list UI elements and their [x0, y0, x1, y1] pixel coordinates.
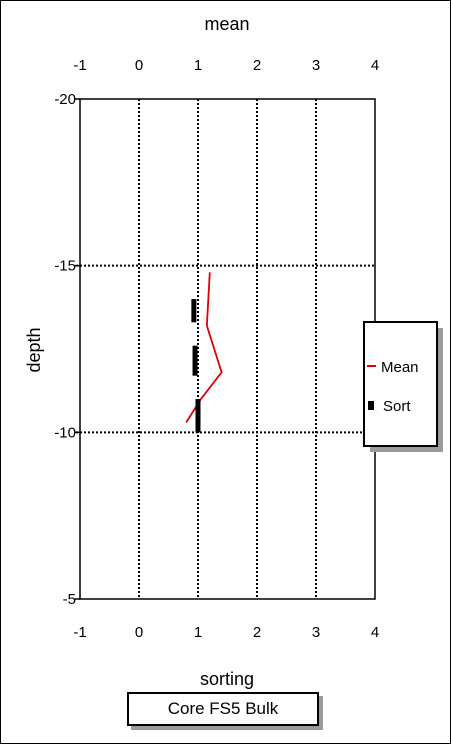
top-axis-title: mean [204, 14, 249, 34]
y-tick-label: -5 [63, 591, 76, 608]
y-tick-label: -10 [54, 424, 76, 441]
x-bottom-tick-label: 1 [194, 624, 202, 641]
x-top-tick-label: 1 [194, 57, 202, 74]
caption-box: Core FS5 Bulk [127, 692, 319, 726]
legend-sort-swatch [368, 401, 374, 410]
x-top-tick-label: 3 [312, 57, 320, 74]
x-bottom-tick-label: 2 [253, 624, 261, 641]
x-bottom-tick-label: -1 [73, 624, 86, 641]
caption-text: Core FS5 Bulk [167, 699, 279, 718]
series-layer [185, 272, 223, 433]
y-axis-title: depth [24, 327, 44, 372]
x-top-tick-label: -1 [73, 57, 86, 74]
sort-interval-bar [191, 299, 197, 323]
y-tick-label: -20 [54, 91, 76, 108]
x-top-tick-label: 2 [253, 57, 261, 74]
bottom-axis-title: sorting [200, 669, 254, 689]
sort-interval-bar [192, 345, 198, 376]
y-tick-label: -15 [54, 258, 76, 275]
grid-layer [76, 99, 375, 599]
plot-area [79, 98, 376, 600]
legend-box [363, 321, 438, 447]
legend: Mean Sort [363, 321, 443, 452]
x-top-tick-label: 4 [371, 57, 379, 74]
x-bottom-tick-label: 4 [371, 624, 379, 641]
x-top-tick-label: 0 [135, 57, 143, 74]
x-bottom-tick-label: 3 [312, 624, 320, 641]
legend-mean-label: Mean [381, 359, 419, 376]
x-bottom-tick-label: 0 [135, 624, 143, 641]
legend-sort-label: Sort [383, 398, 411, 415]
sort-interval-bar [195, 399, 201, 433]
